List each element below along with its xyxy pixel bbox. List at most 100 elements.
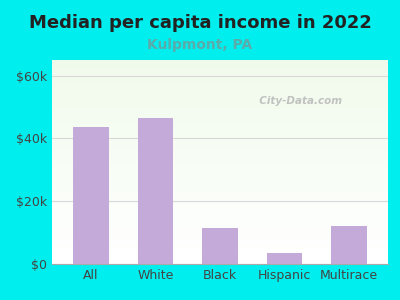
Bar [52, 239, 388, 241]
Bar [52, 62, 388, 63]
Bar [52, 174, 388, 175]
Bar [52, 214, 388, 215]
Bar [52, 247, 388, 248]
Bar [52, 183, 388, 184]
Bar [52, 122, 388, 123]
Bar [52, 100, 388, 101]
Bar [52, 254, 388, 255]
Bar [52, 140, 388, 141]
Bar [52, 114, 388, 115]
Bar [52, 146, 388, 147]
Bar [52, 228, 388, 229]
Bar [52, 142, 388, 144]
Bar [52, 211, 388, 212]
Bar [52, 82, 388, 83]
Bar [52, 244, 388, 246]
Bar [52, 65, 388, 66]
Bar [52, 124, 388, 125]
Bar [52, 238, 388, 239]
Bar [52, 111, 388, 112]
Bar [52, 256, 388, 257]
Bar [52, 102, 388, 103]
Bar [52, 238, 388, 239]
Bar [52, 260, 388, 261]
Bar [52, 85, 388, 86]
Bar [52, 212, 388, 213]
Bar [52, 163, 388, 164]
Bar [52, 195, 388, 196]
Bar [52, 222, 388, 223]
Bar [52, 61, 388, 62]
Bar [52, 76, 388, 77]
Bar [52, 178, 388, 179]
Bar [52, 144, 388, 145]
Bar [52, 77, 388, 78]
Bar [52, 128, 388, 129]
Bar [52, 99, 388, 100]
Bar [52, 255, 388, 256]
Bar [52, 131, 388, 132]
Bar [52, 257, 388, 258]
Bar [52, 207, 388, 208]
Bar [52, 252, 388, 253]
Bar [52, 169, 388, 170]
Bar [52, 108, 388, 109]
Bar [52, 119, 388, 120]
Bar [52, 230, 388, 231]
Bar [52, 262, 388, 263]
Bar [52, 218, 388, 219]
Bar [52, 126, 388, 127]
Bar [52, 156, 388, 157]
Bar [52, 90, 388, 91]
Bar [52, 201, 388, 202]
Bar [52, 259, 388, 260]
Bar [52, 70, 388, 71]
Bar [52, 203, 388, 204]
Bar [52, 137, 388, 139]
Bar [52, 193, 388, 194]
Bar [52, 231, 388, 232]
Bar [52, 66, 388, 67]
Bar [52, 216, 388, 217]
Bar [52, 251, 388, 252]
Bar [52, 232, 388, 233]
Bar [52, 242, 388, 243]
Bar [52, 209, 388, 210]
Bar [52, 112, 388, 113]
Bar [52, 167, 388, 168]
Bar [52, 197, 388, 198]
Bar [332, 226, 367, 264]
Bar [52, 113, 388, 114]
Bar [52, 172, 388, 173]
Bar [52, 103, 388, 104]
Bar [52, 86, 388, 88]
Bar [52, 166, 388, 167]
Bar [52, 123, 388, 124]
Bar [52, 194, 388, 195]
Bar [52, 187, 388, 188]
Bar [52, 94, 388, 95]
Bar [52, 91, 388, 92]
Bar [52, 162, 388, 163]
Bar [73, 128, 108, 264]
Bar [52, 185, 388, 187]
Bar [52, 246, 388, 247]
Bar [52, 110, 388, 111]
Bar [52, 85, 388, 86]
Bar [52, 69, 388, 70]
Bar [52, 141, 388, 142]
Bar [52, 179, 388, 180]
Bar [52, 226, 388, 227]
Bar [52, 249, 388, 250]
Bar [52, 67, 388, 68]
Bar [52, 165, 388, 166]
Bar [52, 97, 388, 98]
Text: Kulpmont, PA: Kulpmont, PA [147, 38, 253, 52]
Bar [52, 147, 388, 148]
Bar [52, 68, 388, 69]
Bar [52, 152, 388, 153]
Bar [52, 263, 388, 264]
Bar [52, 229, 388, 230]
Bar [52, 170, 388, 171]
Bar [52, 64, 388, 65]
